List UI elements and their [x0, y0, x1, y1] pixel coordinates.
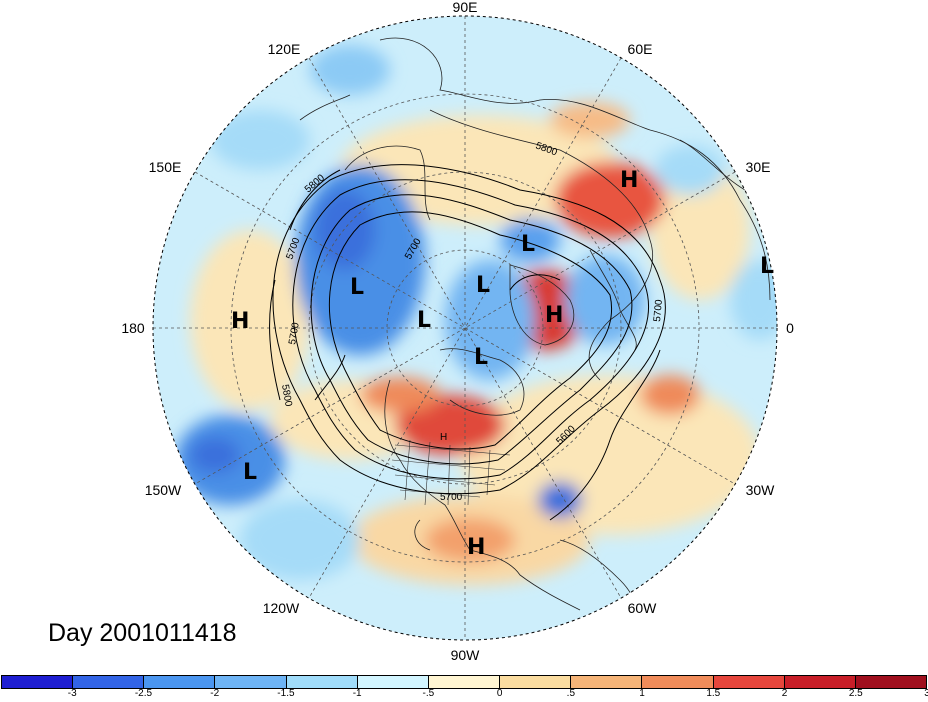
high-eastern-us: H: [440, 432, 447, 443]
lon-label-120w: 120W: [263, 600, 300, 616]
lon-label-30e: 30E: [746, 159, 771, 175]
colorbar-tick-label: 2.5: [848, 688, 863, 699]
low-east-asia: L: [350, 275, 364, 300]
lon-label-0: 0: [786, 320, 794, 336]
lon-label-60w: 60W: [628, 600, 658, 616]
height-contours: [269, 164, 666, 521]
colorbar-box: [286, 676, 358, 688]
low-subtropical-pacific: L: [243, 460, 257, 485]
colorbar-tick-label: -1.5: [277, 688, 295, 699]
colorbar-tick-label: -1: [352, 688, 362, 699]
colorbar-box: [73, 676, 145, 688]
low-arctic-north: L: [476, 273, 490, 298]
colorbar-tick-label: 0: [496, 688, 503, 699]
colorbar-tick-label: -2: [210, 688, 220, 699]
colorbar-boxes: [1, 675, 927, 689]
colorbar-box: [855, 676, 927, 688]
colorbar-tick-label: .5: [566, 688, 576, 699]
contour-label: 5700: [287, 321, 302, 345]
high-dateline: H: [231, 309, 249, 334]
high-greenland: H: [545, 303, 563, 328]
colorbar-box: [571, 676, 643, 688]
low-siberia: L: [521, 232, 535, 257]
colorbar-tick-label: -.5: [422, 688, 435, 699]
colorbar-tick-label: 1: [639, 688, 645, 699]
polar-map: 5800 5800 5700 5700 5700 5800 5700 5600 …: [121, 0, 794, 663]
high-europe: H: [620, 168, 638, 193]
colorbar-box: [500, 676, 572, 688]
pressure-centers: H L L L L L H L H L H H: [231, 168, 774, 560]
lon-label-60e: 60E: [628, 41, 653, 57]
colorbar-box: [144, 676, 216, 688]
lon-label-90w: 90W: [451, 647, 481, 663]
day-title: Day 2001011418: [48, 619, 237, 647]
contour-label: 5700: [652, 299, 665, 323]
colorbar-tick-label: -3: [67, 688, 77, 699]
lon-label-120e: 120E: [268, 41, 301, 57]
longitude-labels: 90E 120E 60E 150E 30E 180 0 150W 30W 120…: [121, 0, 794, 663]
colorbar-tick-label: 3: [924, 688, 928, 699]
lon-label-150w: 150W: [145, 482, 182, 498]
map-boundary: [152, 15, 778, 641]
state-lines: [391, 439, 511, 506]
colorbar-tick-label: 1.5: [706, 688, 721, 699]
colorbar-box: [215, 676, 287, 688]
low-north-pacific: L: [417, 308, 431, 333]
lon-label-150e: 150E: [149, 159, 182, 175]
colorbar-box: [642, 676, 714, 688]
contour-label: 5700: [440, 492, 463, 503]
lon-label-180: 180: [121, 320, 145, 336]
low-eastern-europe: L: [760, 254, 774, 279]
colorbar: -3 -2.5 -2 -1.5 -1 -.5 0 .5 1 1.5 2 2.5 3: [0, 673, 928, 702]
lon-label-90e: 90E: [453, 0, 478, 15]
colorbar-tick-label: 2: [781, 688, 788, 699]
colorbar-box: [784, 676, 856, 688]
high-mexico: H: [467, 535, 485, 560]
lon-label-30w: 30W: [746, 482, 776, 498]
colorbar-box: [357, 676, 429, 688]
colorbar-tick-label: -2.5: [134, 688, 153, 699]
coastlines: [299, 37, 771, 626]
colorbar-box: [2, 676, 74, 688]
colorbar-box: [713, 676, 785, 688]
contour-label: 5800: [279, 384, 294, 408]
low-arctic-canada: L: [474, 345, 488, 370]
colorbar-box: [428, 676, 501, 688]
